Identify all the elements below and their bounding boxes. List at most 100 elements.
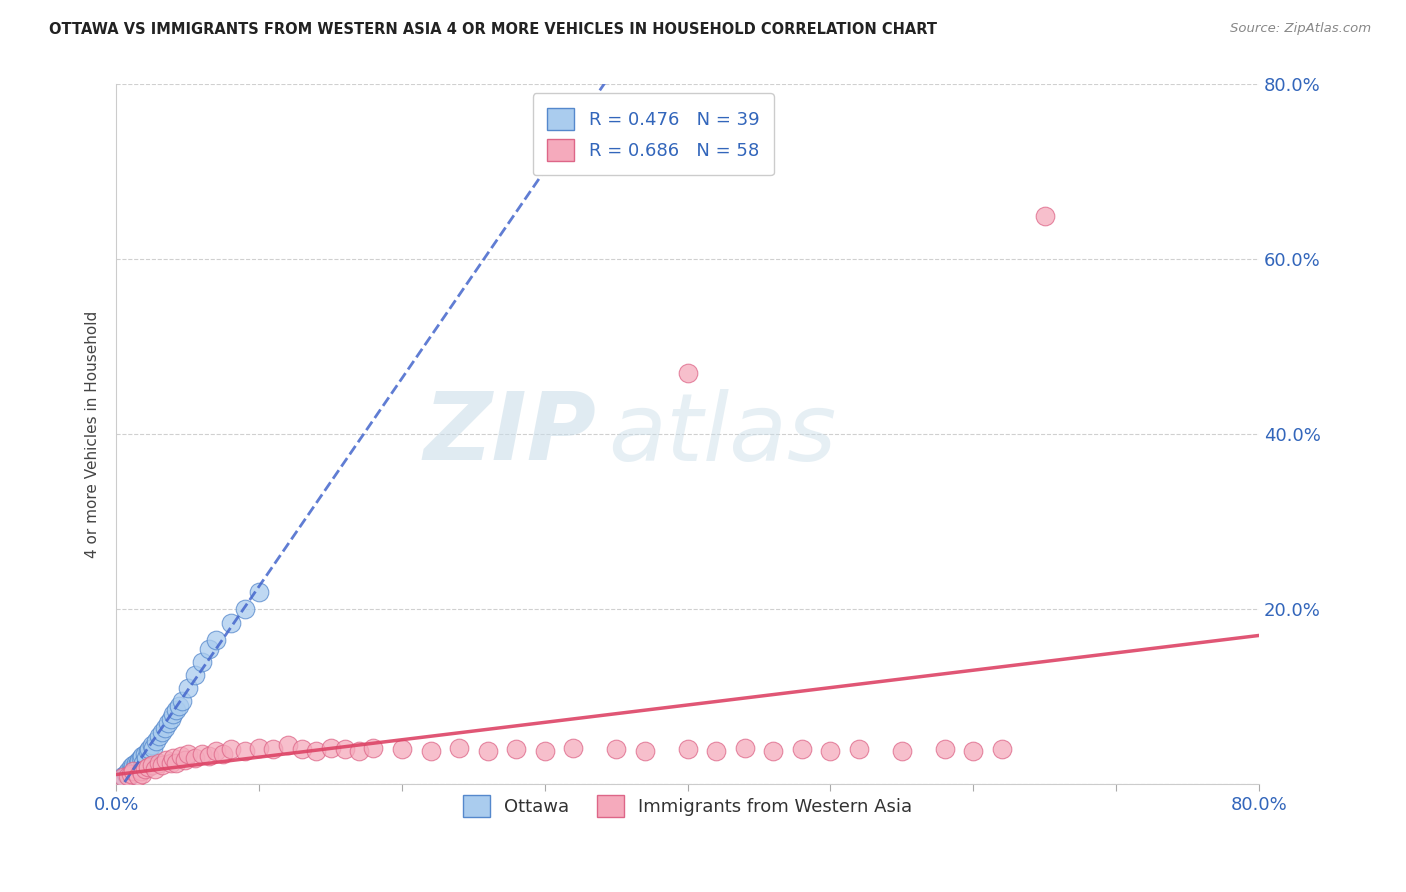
Point: [141, 738, 163, 752]
Point: [121, 762, 143, 776]
Point: [134, 747, 156, 761]
Point: [305, 744, 328, 758]
Point: [184, 668, 207, 682]
Point: [562, 740, 585, 755]
Legend: Ottawa, Immigrants from Western Asia: Ottawa, Immigrants from Western Asia: [456, 788, 920, 824]
Point: [148, 756, 170, 770]
Point: [150, 725, 173, 739]
Point: [124, 760, 146, 774]
Point: [162, 751, 184, 765]
Text: OTTAWA VS IMMIGRANTS FROM WESTERN ASIA 4 OR MORE VEHICLES IN HOUSEHOLD CORRELATI: OTTAWA VS IMMIGRANTS FROM WESTERN ASIA 4…: [49, 22, 938, 37]
Point: [150, 758, 173, 772]
Point: [634, 744, 657, 758]
Point: [734, 740, 756, 755]
Point: [962, 744, 984, 758]
Point: [219, 742, 242, 756]
Point: [191, 747, 214, 761]
Point: [145, 733, 167, 747]
Point: [347, 744, 370, 758]
Point: [762, 744, 785, 758]
Point: [122, 764, 145, 779]
Point: [605, 742, 627, 756]
Point: [391, 742, 413, 756]
Point: [247, 585, 270, 599]
Point: [156, 716, 179, 731]
Point: [676, 366, 699, 380]
Point: [120, 764, 142, 779]
Point: [262, 742, 284, 756]
Point: [128, 753, 150, 767]
Point: [117, 764, 139, 779]
Point: [112, 771, 135, 785]
Point: [118, 769, 141, 783]
Point: [169, 749, 191, 764]
Y-axis label: 4 or more Vehicles in Household: 4 or more Vehicles in Household: [86, 310, 100, 558]
Point: [115, 767, 138, 781]
Point: [449, 740, 471, 755]
Point: [136, 760, 159, 774]
Point: [505, 742, 527, 756]
Point: [120, 767, 142, 781]
Point: [205, 744, 228, 758]
Point: [132, 756, 155, 770]
Point: [176, 681, 198, 696]
Point: [212, 747, 235, 761]
Point: [848, 742, 870, 756]
Point: [159, 712, 181, 726]
Point: [136, 744, 159, 758]
Point: [363, 740, 385, 755]
Point: [125, 756, 148, 770]
Point: [319, 740, 342, 755]
Point: [173, 753, 195, 767]
Point: [704, 744, 727, 758]
Point: [135, 751, 157, 765]
Text: ZIP: ZIP: [423, 388, 596, 481]
Point: [233, 602, 256, 616]
Point: [676, 742, 699, 756]
Point: [159, 756, 181, 770]
Point: [155, 753, 177, 767]
Point: [247, 740, 270, 755]
Point: [142, 740, 165, 755]
Point: [122, 758, 145, 772]
Point: [934, 742, 956, 756]
Point: [198, 749, 221, 764]
Point: [117, 769, 139, 783]
Point: [141, 758, 163, 772]
Point: [165, 703, 187, 717]
Point: [134, 762, 156, 776]
Point: [1033, 209, 1056, 223]
Text: atlas: atlas: [607, 389, 837, 480]
Point: [129, 764, 152, 779]
Point: [820, 744, 842, 758]
Point: [112, 769, 135, 783]
Point: [165, 756, 187, 770]
Point: [131, 767, 153, 781]
Point: [127, 769, 149, 783]
Point: [162, 707, 184, 722]
Point: [477, 744, 499, 758]
Point: [131, 749, 153, 764]
Point: [148, 729, 170, 743]
Point: [890, 744, 912, 758]
Point: [333, 742, 356, 756]
Point: [205, 633, 228, 648]
Point: [170, 694, 193, 708]
Point: [176, 747, 198, 761]
Point: [120, 760, 142, 774]
Point: [790, 742, 813, 756]
Point: [167, 698, 190, 713]
Point: [191, 655, 214, 669]
Point: [198, 641, 221, 656]
Point: [129, 751, 152, 765]
Point: [233, 744, 256, 758]
Point: [143, 762, 166, 776]
Point: [219, 615, 242, 630]
Point: [277, 738, 299, 752]
Point: [138, 742, 160, 756]
Text: Source: ZipAtlas.com: Source: ZipAtlas.com: [1230, 22, 1371, 36]
Point: [991, 742, 1014, 756]
Point: [291, 742, 314, 756]
Point: [533, 744, 555, 758]
Point: [127, 756, 149, 770]
